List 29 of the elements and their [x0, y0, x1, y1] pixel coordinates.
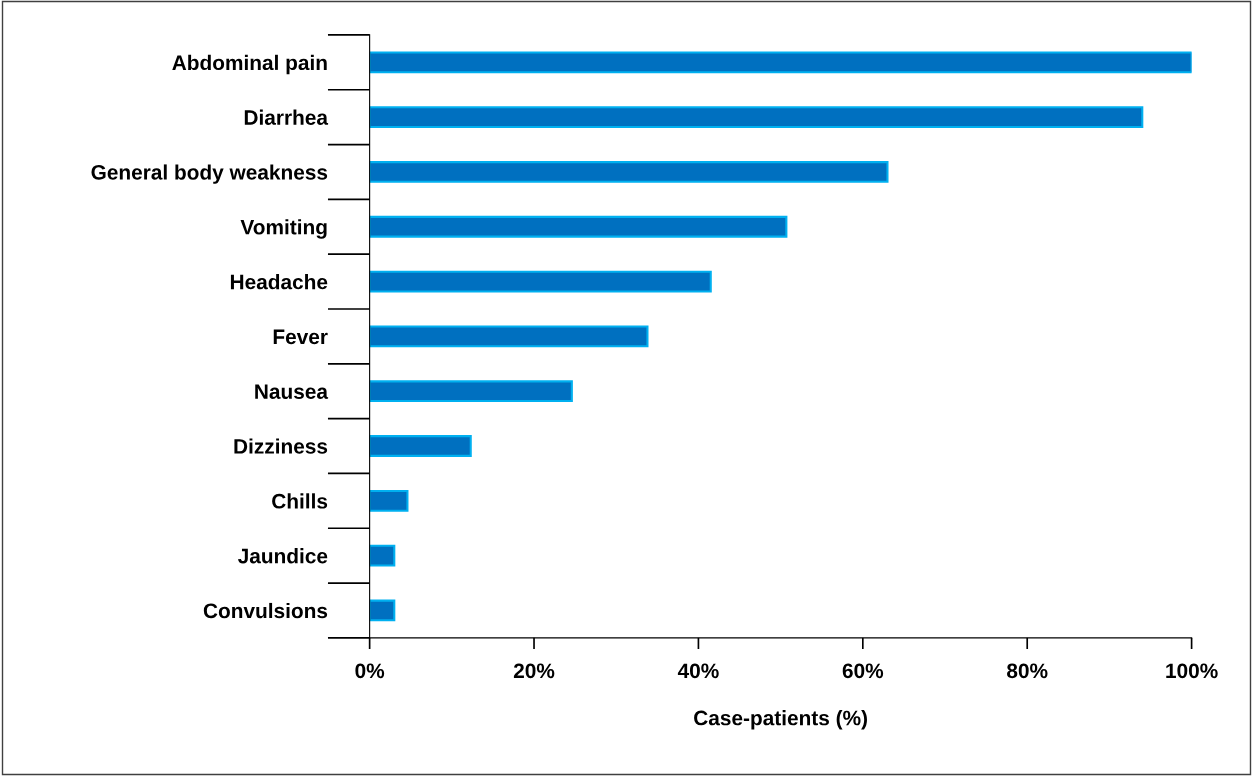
y-tick-label: Vomiting [240, 219, 327, 239]
bar [369, 51, 1192, 74]
bar [369, 215, 788, 238]
y-tick-label: Dizziness [234, 438, 328, 454]
x-tick-label: 20% [513, 663, 555, 679]
y-tick-label: Fever [273, 329, 328, 345]
x-tick-label: 80% [1007, 663, 1048, 679]
x-tick-label: 100% [1166, 663, 1218, 679]
bar [369, 270, 712, 293]
bar [369, 599, 396, 622]
y-tick-label: General body weakness [91, 164, 328, 184]
bar [369, 489, 409, 512]
x-tick-label: 40% [677, 663, 719, 679]
y-tick-label: Diarrhea [244, 109, 329, 125]
y-tick-label: Chills [272, 493, 328, 509]
bar [369, 544, 396, 567]
bar [369, 325, 649, 348]
bar [369, 106, 1144, 129]
y-tick-label: Nausea [255, 384, 329, 399]
x-tick-label: 60% [842, 663, 884, 679]
y-tick-label: Headache [230, 274, 328, 290]
y-tick-label: Jaundice [237, 548, 328, 564]
y-tick-label: Abdominal pain [172, 54, 327, 75]
bar [369, 380, 573, 403]
bar [369, 161, 889, 183]
bar [369, 435, 472, 457]
x-tick-label: 0% [355, 663, 385, 679]
y-tick-label: Convulsions [203, 602, 328, 619]
x-axis-title: Case-patients (%) [694, 710, 867, 730]
